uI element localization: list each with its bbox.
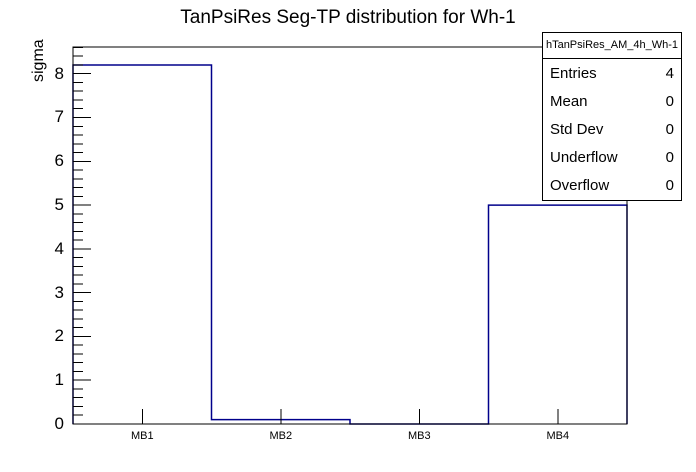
stats-row-mean: Mean 0 <box>550 93 674 110</box>
stats-row-overflow: Overflow 0 <box>550 177 674 194</box>
stats-box-title: hTanPsiRes_AM_4h_Wh-1 <box>543 33 681 59</box>
y-tick-label: 3 <box>54 282 64 302</box>
stats-value-stddev: 0 <box>665 120 674 138</box>
y-tick-label: 8 <box>54 63 64 83</box>
y-tick-label: 5 <box>54 195 64 215</box>
stats-value-underflow: 0 <box>665 149 674 167</box>
y-tick-label: 0 <box>54 414 64 433</box>
x-tick-label: MB4 <box>546 430 570 442</box>
x-tick-label: MB1 <box>130 430 154 442</box>
stats-label-mean: Mean <box>550 92 588 110</box>
stats-row-entries: Entries 4 <box>550 65 674 82</box>
stats-value-overflow: 0 <box>665 177 674 195</box>
plot-frame <box>72 46 628 425</box>
stats-label-overflow: Overflow <box>550 177 610 195</box>
stats-box: hTanPsiRes_AM_4h_Wh-1 Entries 4 Mean 0 S… <box>542 32 682 201</box>
stats-label-entries: Entries <box>550 64 597 82</box>
x-tick-label: MB3 <box>407 430 431 442</box>
stats-rows: Entries 4 Mean 0 Std Dev 0 Underflow 0 O… <box>543 59 681 200</box>
stats-label-underflow: Underflow <box>550 149 618 167</box>
stats-row-stddev: Std Dev 0 <box>550 121 674 138</box>
chart-title: TanPsiRes Seg-TP distribution for Wh-1 <box>180 7 516 28</box>
stats-value-entries: 4 <box>665 64 674 82</box>
y-tick-label: 6 <box>54 151 64 171</box>
y-tick-label: 4 <box>54 238 64 258</box>
x-tick-label: MB2 <box>269 430 293 442</box>
histogram-line <box>72 64 628 425</box>
y-tick-label: 7 <box>54 107 64 127</box>
stats-value-mean: 0 <box>665 92 674 110</box>
y-tick-label: 1 <box>54 370 64 390</box>
stats-row-underflow: Underflow 0 <box>550 149 674 166</box>
stats-label-stddev: Std Dev <box>550 120 604 138</box>
y-tick-label: 2 <box>54 326 64 346</box>
